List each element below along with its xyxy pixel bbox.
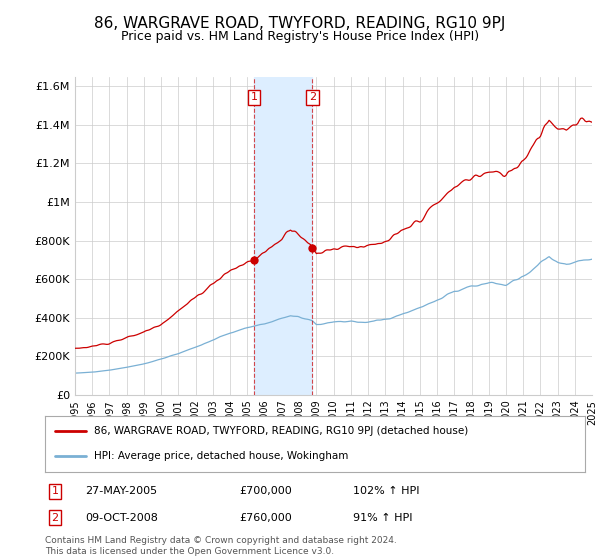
Text: HPI: Average price, detached house, Wokingham: HPI: Average price, detached house, Woki… (94, 451, 348, 461)
Text: £760,000: £760,000 (239, 513, 292, 522)
Text: 91% ↑ HPI: 91% ↑ HPI (353, 513, 412, 522)
Text: 09-OCT-2008: 09-OCT-2008 (86, 513, 158, 522)
Text: 1: 1 (52, 487, 58, 496)
Text: 102% ↑ HPI: 102% ↑ HPI (353, 487, 419, 496)
Text: Contains HM Land Registry data © Crown copyright and database right 2024.
This d: Contains HM Land Registry data © Crown c… (45, 536, 397, 556)
Text: 2: 2 (309, 92, 316, 102)
Text: 86, WARGRAVE ROAD, TWYFORD, READING, RG10 9PJ: 86, WARGRAVE ROAD, TWYFORD, READING, RG1… (94, 16, 506, 31)
Bar (254, 77, 313, 395)
Text: 1: 1 (250, 92, 257, 102)
Text: 27-MAY-2005: 27-MAY-2005 (86, 487, 158, 496)
Text: 2: 2 (52, 513, 59, 522)
Text: 86, WARGRAVE ROAD, TWYFORD, READING, RG10 9PJ (detached house): 86, WARGRAVE ROAD, TWYFORD, READING, RG1… (94, 426, 468, 436)
Text: Price paid vs. HM Land Registry's House Price Index (HPI): Price paid vs. HM Land Registry's House … (121, 30, 479, 43)
Text: £700,000: £700,000 (239, 487, 292, 496)
